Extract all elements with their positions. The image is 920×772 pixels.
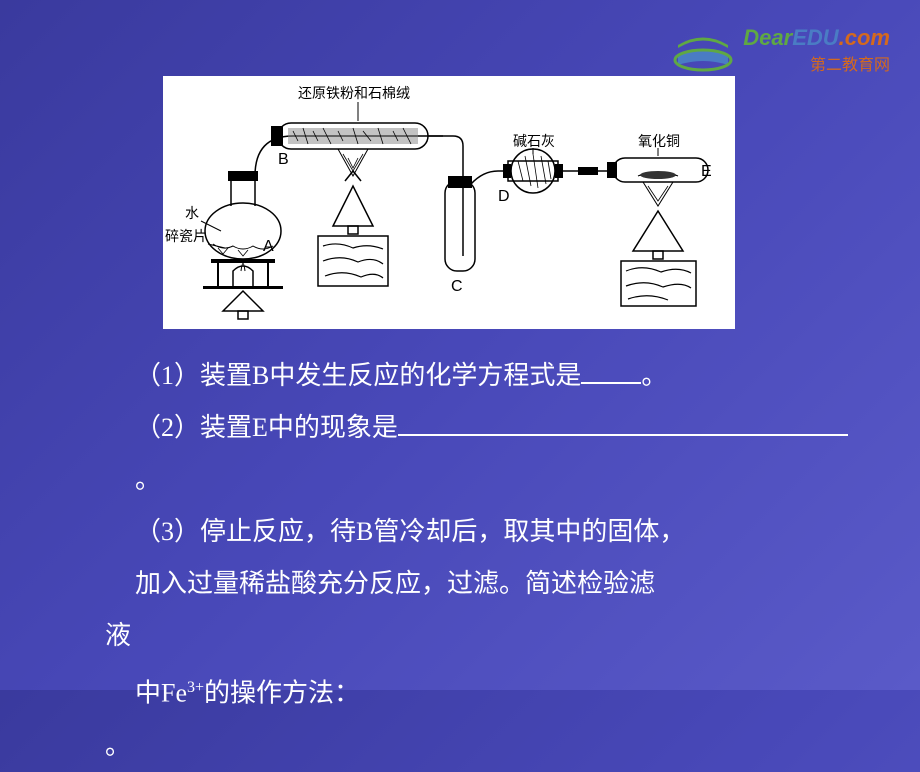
label-copper: 氧化铜 (638, 134, 680, 150)
q2-prefix: （2）装置E中的现象是 (135, 413, 398, 442)
q2-suffix: 。 (135, 465, 161, 494)
question-1: （1）装置B中发生反应的化学方程式是 。 (135, 350, 870, 402)
logo: DearEDU.com 第二教育网 (668, 25, 890, 75)
q1-blank (581, 358, 641, 384)
q3-l4-sup: 3+ (187, 679, 204, 696)
letter-a: A (263, 238, 274, 255)
question-2: （2）装置E中的现象是。 (135, 402, 870, 506)
q2-blank (398, 410, 848, 436)
label-ceramic: 碎瓷片 (165, 229, 207, 245)
logo-part1: Dear (743, 25, 792, 50)
question-3-line2: 加入过量稀盐酸充分反应，过滤。简述检验滤 (135, 558, 870, 610)
logo-part3: .com (839, 25, 890, 50)
question-3-line1: （3）停止反应，待B管冷却后，取其中的固体， (135, 506, 870, 558)
logo-brand: DearEDU.com (743, 25, 890, 51)
label-top: 还原铁粉和石棉绒 (298, 85, 410, 102)
label-lime: 碱石灰 (513, 134, 555, 150)
questions-block: （1）装置B中发生反应的化学方程式是。 （2）装置E中的现象是。 （3）停止反应… (105, 350, 870, 772)
logo-part2: EDU (792, 25, 838, 50)
letter-b: B (278, 151, 289, 168)
q1-suffix: 。 (641, 361, 667, 390)
logo-text: DearEDU.com 第二教育网 (743, 25, 890, 75)
q3-l4-prefix: 中Fe (135, 679, 187, 708)
question-3-line4: 中Fe3+的操作方法： (135, 662, 870, 720)
apparatus-svg: 还原铁粉和石棉绒 水 碎瓷片 碱石灰 氧化铜 A B C D E (163, 76, 735, 329)
letter-d: D (498, 188, 510, 205)
label-water: 水 (185, 206, 199, 222)
question-3-line5: 。 (105, 720, 870, 772)
chemistry-diagram: 还原铁粉和石棉绒 水 碎瓷片 碱石灰 氧化铜 A B C D E (163, 76, 735, 329)
logo-subtitle: 第二教育网 (743, 51, 890, 75)
logo-icon (668, 25, 738, 75)
q1-prefix: （1）装置B中发生反应的化学方程式是 (135, 361, 581, 390)
letter-c: C (451, 278, 463, 295)
question-3-line3: 液 (105, 610, 870, 662)
letter-e: E (701, 163, 712, 180)
q3-l4-suffix: 的操作方法： (204, 679, 360, 708)
